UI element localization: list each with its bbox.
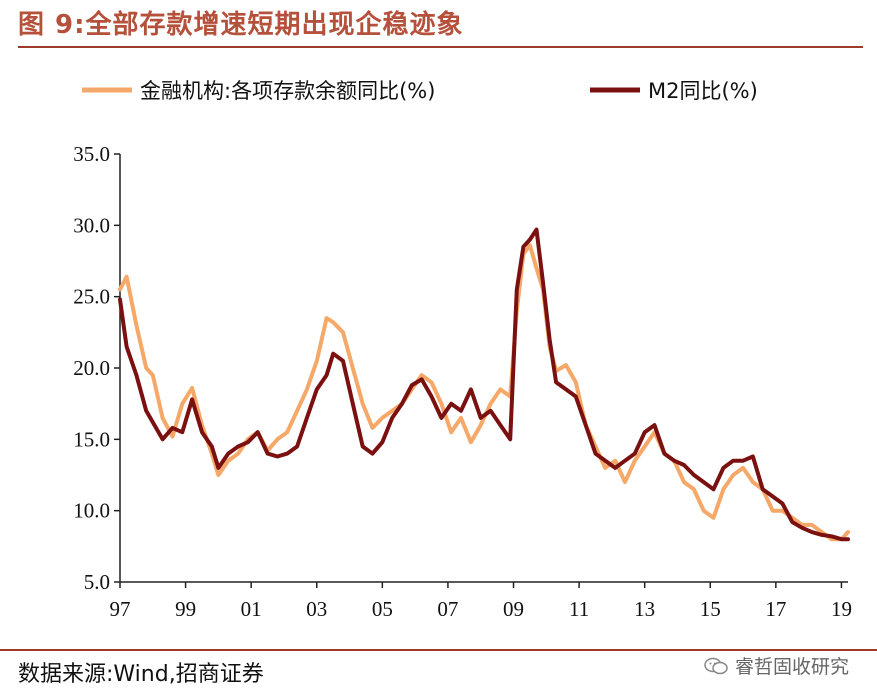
data-source: 数据来源:Wind,招商证券 [18,662,264,687]
y-tick-label: 20.0 [73,356,110,380]
chart-title: 图 9:全部存款增速短期出现企稳迹象 [18,10,464,40]
line-chart: 金融机构:各项存款余额同比(%) M2同比(%) 35.0 30.0 25.0 20.… [73,79,852,621]
legend: 金融机构:各项存款余额同比(%) M2同比(%) [82,79,758,103]
x-tick-label: 01 [241,597,262,621]
footer-divider [0,649,877,651]
wechat-icon [704,657,728,674]
x-tick-label: 13 [634,597,655,621]
series-line-deposits [118,243,850,542]
axes [114,153,848,588]
series-lines [118,227,850,542]
x-tick-label: 05 [372,597,393,621]
y-tick-label: 10.0 [73,499,110,523]
watermark: 睿哲固收研究 [703,652,849,679]
x-tick-label: 09 [503,597,524,621]
x-tick-label: 07 [437,597,458,621]
y-tick-label: 25.0 [73,285,110,309]
title-divider [18,46,863,48]
x-tick-label: 97 [110,597,131,621]
series-line-m2 [118,227,850,542]
tick-labels: 35.0 30.0 25.0 20.0 15.0 10.0 5.097 99 01 03 05 07 0… [73,142,852,621]
legend-label-deposits: 金融机构:各项存款余额同比(%) [140,79,435,103]
y-tick-label: 5.0 [84,570,110,594]
y-tick-label: 15.0 [73,427,110,451]
watermark-label: 睿哲固收研究 [734,656,849,678]
x-tick-label: 03 [306,597,327,621]
x-tick-label: 19 [831,597,852,621]
x-tick-label: 99 [175,597,196,621]
x-tick-label: 15 [700,597,721,621]
y-tick-label: 35.0 [73,142,110,166]
legend-label-m2: M2同比(%) [648,79,758,103]
x-tick-label: 11 [569,597,589,621]
y-tick-label: 30.0 [73,213,110,237]
x-tick-label: 17 [765,597,786,621]
